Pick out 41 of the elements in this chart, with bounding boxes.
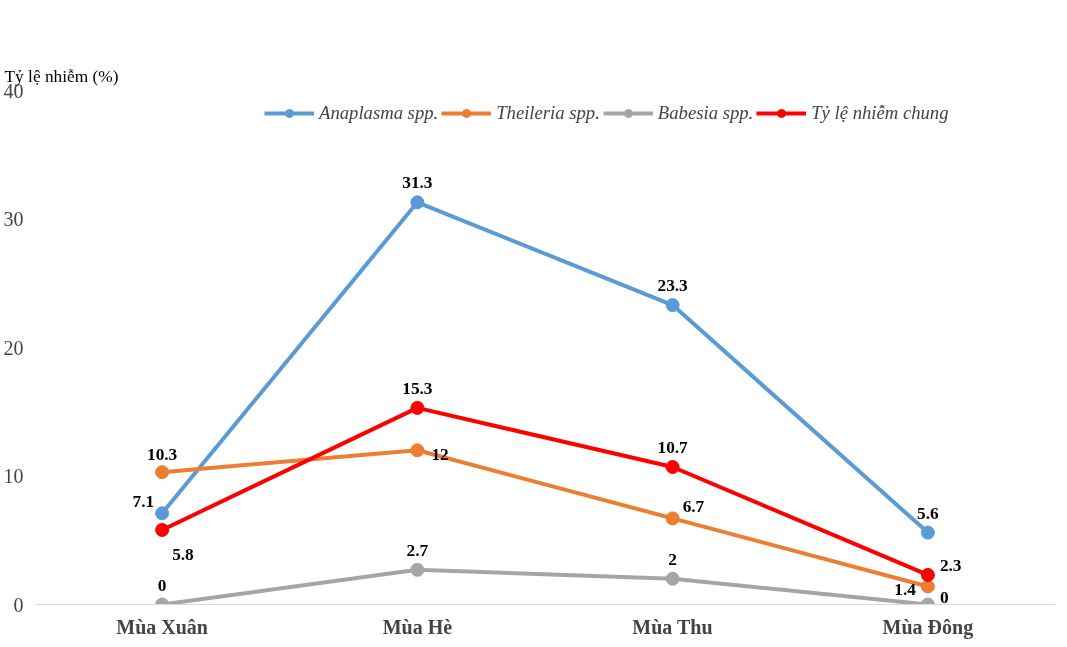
legend-label: Tỷ lệ nhiễm chung bbox=[811, 102, 949, 124]
point bbox=[920, 525, 935, 540]
point bbox=[410, 443, 425, 458]
y-tick-label: 20 bbox=[3, 336, 24, 359]
legend-label: Anaplasma spp. bbox=[319, 102, 439, 124]
data-label: 5.8 bbox=[172, 544, 195, 564]
point bbox=[410, 400, 425, 415]
point bbox=[920, 567, 935, 582]
data-label: 5.6 bbox=[917, 503, 940, 523]
point bbox=[665, 298, 680, 313]
point bbox=[665, 571, 680, 586]
x-tick-label: Mùa Hè bbox=[382, 615, 453, 638]
point bbox=[665, 511, 680, 526]
data-label: 2 bbox=[668, 549, 677, 569]
point bbox=[920, 579, 935, 594]
x-tick-label: Mùa Đông bbox=[882, 615, 974, 639]
point bbox=[155, 506, 170, 521]
point bbox=[155, 522, 170, 537]
y-tick-label: 30 bbox=[3, 208, 24, 230]
data-label: 0 bbox=[157, 575, 167, 595]
data-label: 10.3 bbox=[146, 445, 178, 465]
legend-label: Babesia spp. bbox=[657, 102, 754, 124]
data-label: 2.3 bbox=[939, 555, 962, 575]
y-tick-label: 0 bbox=[13, 593, 24, 616]
data-label: 6.7 bbox=[682, 497, 705, 517]
data-label: 7.1 bbox=[132, 492, 155, 512]
data-label: 15.3 bbox=[402, 378, 433, 398]
point bbox=[665, 460, 680, 474]
point bbox=[155, 465, 170, 480]
data-label: 23.3 bbox=[657, 276, 689, 296]
legend-label: Theileria spp. bbox=[496, 102, 600, 124]
y-tick-label: 10 bbox=[3, 465, 24, 487]
x-tick-label: Mùa Xuân bbox=[116, 615, 208, 638]
data-label: 2.7 bbox=[406, 540, 429, 560]
data-label: 1.4 bbox=[894, 579, 917, 599]
data-label: 0 bbox=[939, 587, 949, 607]
data-label: 10.7 bbox=[657, 438, 689, 458]
point bbox=[410, 562, 425, 577]
x-tick-label: Mùa Thu bbox=[632, 615, 713, 638]
point bbox=[410, 195, 425, 210]
data-label: 31.3 bbox=[402, 173, 433, 193]
